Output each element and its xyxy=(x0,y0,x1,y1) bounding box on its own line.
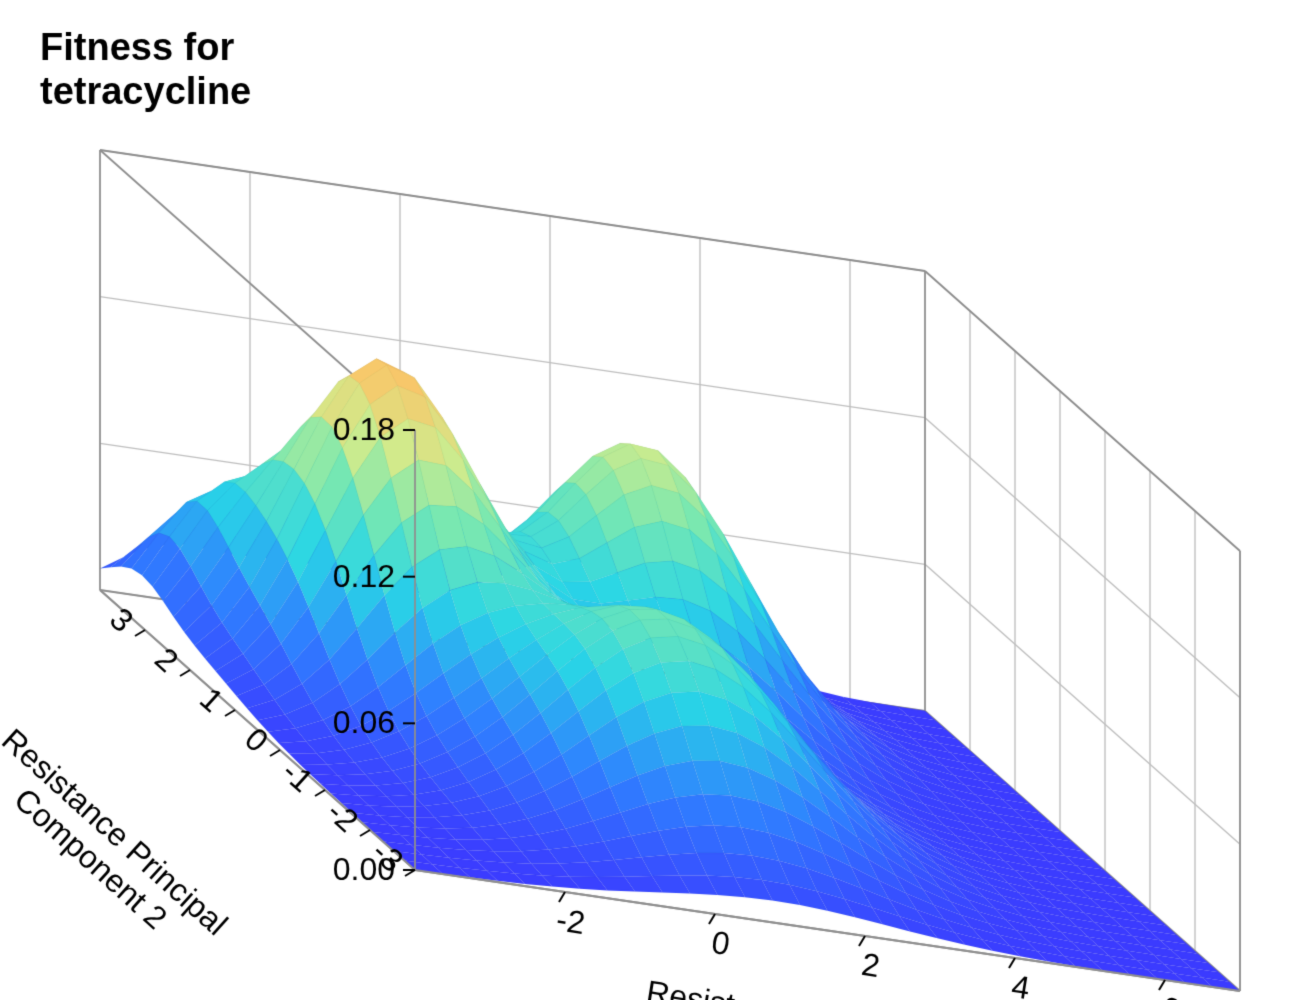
chart-container: Fitness for tetracyclineResistance Princ… xyxy=(0,0,1305,1000)
surface-canvas xyxy=(0,0,1305,1000)
